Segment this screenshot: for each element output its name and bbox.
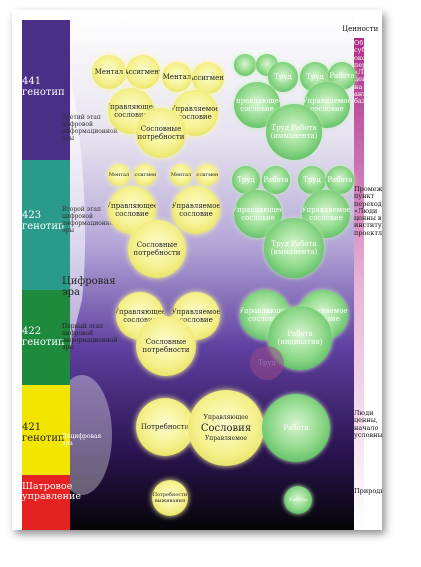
bubble-estate-needs-441-text: Сословные потребности (136, 125, 186, 141)
bubble-managed-estate-423-g-text: Управляемое сословие (302, 206, 350, 222)
bubble-labor-423-text: Труд (237, 176, 255, 184)
bubble-labor-work-441-text: Труд Работа (имманента) (266, 124, 322, 140)
bubble-assignment: Ассигмент (126, 55, 160, 89)
bubble-managed-421-text: Управляемое (205, 435, 247, 443)
bubble-work-421: Работа (262, 394, 330, 462)
right-note-3: Люди ценны, начало условных (354, 410, 382, 439)
bubble-work-423-b-text: Работа (327, 176, 352, 184)
bubble-work-indicative-422-text: Работа (индикатив) (268, 330, 332, 346)
bubble-estate-needs-422-text: Сословные потребности (136, 338, 196, 354)
bubble-work-small-text: Работа (289, 496, 307, 504)
bubble-labor-work-423: Труд Работа (имманента) (264, 218, 324, 278)
bubble-mental: Ментал (92, 55, 126, 89)
bubble-mental-b: Ментал (162, 62, 192, 92)
bubble-ruling-estate-423-text: Управляющее сословие (108, 202, 156, 218)
bubble-labor-441-c-text: Труд (306, 73, 324, 81)
right-note-2: Промежуточный пункт перехода «Люди ценны… (354, 186, 382, 237)
bubble-assignment-423-b-text: Ассигмент (196, 171, 218, 179)
bubble-ruling-421-text: Управляющее (204, 414, 249, 422)
bubble-work-423-text: Работа (263, 176, 288, 184)
bubble-mental-text: Ментал (95, 68, 123, 76)
bubble-needs-421-text: Потребности (141, 423, 189, 431)
bubble-mental-423: Ментал (108, 164, 130, 186)
bubble-assignment-text: Ассигмент (126, 68, 160, 76)
bubble-labor-441-text: Труд (274, 73, 292, 81)
bubble-estates-421-text: Сословия (201, 422, 251, 435)
bubble-needs-satisfaction: Потребности выживания (152, 480, 188, 516)
bubble-work-421-text: Работа (283, 424, 308, 432)
bubble-mental-b-text: Ментал (163, 73, 191, 81)
bubble-assignment-423-b: Ассигмент (196, 164, 218, 186)
bubble-mental-423-b-text: Ментал (171, 171, 191, 179)
stage-label-1: Первый этап цифровой информационной эры (62, 323, 108, 351)
bubble-labor-work-441: Труд Работа (имманента) (266, 104, 322, 160)
diagram-card: 441 генотип 423 генотип 422 генотип 421 … (12, 10, 382, 530)
bubble-labor-423-b-text: Труд (303, 176, 321, 184)
genotype-441: 441 генотип (22, 76, 70, 98)
bubble-managed-estate-423-text: Управляемое сословие (172, 202, 220, 218)
bubble-labor-441-a (234, 54, 256, 76)
values-header: Ценности (342, 26, 378, 33)
bubble-estate-needs-422: Сословные потребности (136, 316, 196, 376)
stage-label-3: Третий этап цифровой информационной эры (62, 114, 108, 142)
stage-label-2: Второй этап цифровой информационной эры (62, 206, 108, 234)
bubble-work-441-text: Работа (329, 72, 354, 80)
bubble-mental-423-text: Ментал (109, 171, 129, 179)
bubble-labor-work-423-text: Труд Работа (имманента) (264, 240, 324, 256)
bubble-ruling-estate-423-g-text: Управляющее сословие (234, 206, 282, 222)
bubble-ruling-estate-441-g-text: Управляющее сословие (234, 97, 280, 113)
right-note-4: Природные (354, 488, 382, 495)
bubble-estate-needs-441: Сословные потребности (136, 108, 186, 158)
bubble-assignment-423-text: Ассигмент (134, 171, 156, 179)
bubble-work-small: Работа (284, 486, 312, 514)
bubble-assignment-b-text: Ассигмент (192, 74, 224, 82)
bubble-mental-423-b: Ментал (170, 164, 192, 186)
bubble-estates-421: Управляющее Сословия Управляемое (188, 390, 264, 466)
bubble-managed-estate-423: Управляемое сословие (172, 186, 220, 234)
stage-label-0: Доцифровая эра (62, 433, 108, 447)
digital-era-label: Цифровая эра (62, 276, 102, 298)
bubble-work-423: Работа (262, 166, 290, 194)
bubble-estate-needs-423: Сословные потребности (128, 220, 186, 278)
genotype-shatrovoe: Шатровое управление (22, 482, 70, 502)
bubble-assignment-423: Ассигмент (134, 164, 156, 186)
bubble-labor-422: Труд (250, 346, 284, 380)
bubble-labor-422-text: Труд (258, 359, 276, 367)
bubble-needs-satisfaction-text: Потребности выживания (152, 492, 188, 504)
right-note-1: Обращенный субъект, окончательный перехо… (354, 40, 382, 106)
bubble-needs-421: Потребности (136, 398, 194, 456)
bubble-estate-needs-423-text: Сословные потребности (128, 241, 186, 257)
